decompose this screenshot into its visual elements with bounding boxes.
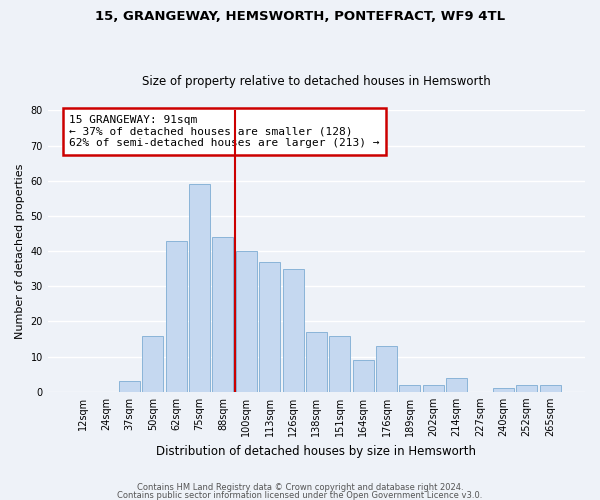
Title: Size of property relative to detached houses in Hemsworth: Size of property relative to detached ho…	[142, 76, 491, 88]
Text: Contains HM Land Registry data © Crown copyright and database right 2024.: Contains HM Land Registry data © Crown c…	[137, 484, 463, 492]
Text: 15 GRANGEWAY: 91sqm
← 37% of detached houses are smaller (128)
62% of semi-detac: 15 GRANGEWAY: 91sqm ← 37% of detached ho…	[69, 114, 380, 148]
Bar	[259, 262, 280, 392]
Bar	[493, 388, 514, 392]
Bar	[353, 360, 374, 392]
Bar	[446, 378, 467, 392]
Bar	[283, 268, 304, 392]
Bar	[539, 385, 560, 392]
Y-axis label: Number of detached properties: Number of detached properties	[15, 164, 25, 339]
Bar	[423, 385, 444, 392]
Bar	[212, 237, 233, 392]
Text: Contains public sector information licensed under the Open Government Licence v3: Contains public sector information licen…	[118, 490, 482, 500]
Bar	[119, 382, 140, 392]
Bar	[166, 240, 187, 392]
Text: 15, GRANGEWAY, HEMSWORTH, PONTEFRACT, WF9 4TL: 15, GRANGEWAY, HEMSWORTH, PONTEFRACT, WF…	[95, 10, 505, 23]
Bar	[329, 336, 350, 392]
Bar	[236, 251, 257, 392]
Bar	[400, 385, 421, 392]
Bar	[189, 184, 210, 392]
X-axis label: Distribution of detached houses by size in Hemsworth: Distribution of detached houses by size …	[157, 444, 476, 458]
Bar	[516, 385, 537, 392]
Bar	[376, 346, 397, 392]
Bar	[142, 336, 163, 392]
Bar	[306, 332, 327, 392]
